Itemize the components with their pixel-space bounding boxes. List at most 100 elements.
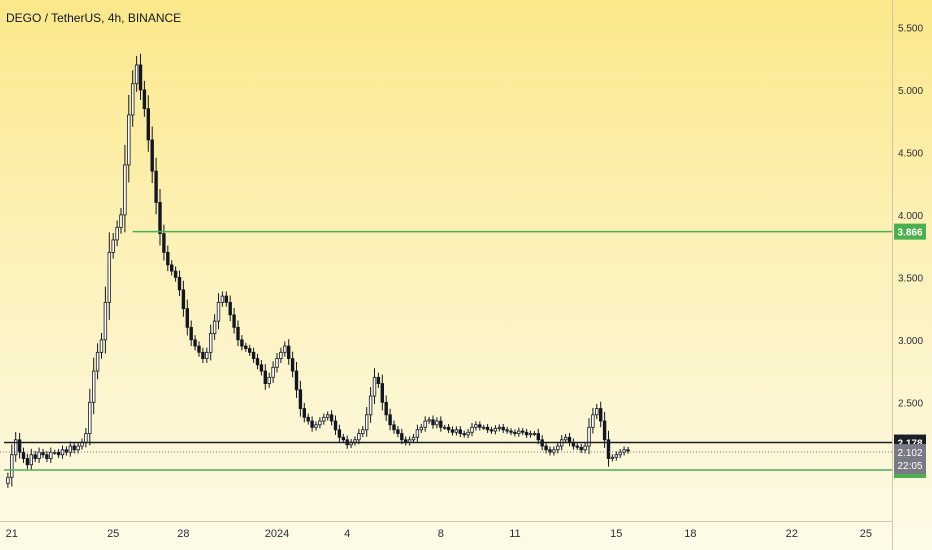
candle-body [415, 429, 420, 438]
candle-body [193, 339, 197, 347]
candle-body [17, 439, 22, 453]
candle-body [337, 429, 342, 438]
candle-body [240, 339, 244, 347]
candle-body [10, 454, 14, 478]
time-axis-border [0, 521, 892, 522]
candle-body [435, 420, 439, 426]
candle-body [76, 445, 80, 451]
candle-body [505, 429, 509, 432]
candle-body [595, 408, 599, 416]
candle-body [318, 420, 322, 426]
x-tick-label: 4 [344, 528, 350, 540]
candle-body [478, 424, 482, 428]
candle-body [501, 426, 505, 431]
candle-body [396, 429, 400, 434]
candle-body [325, 414, 330, 418]
candle-body [466, 431, 470, 436]
candle-body [181, 289, 186, 310]
candle-body [493, 428, 498, 432]
candle-body [361, 429, 365, 434]
candle-body [173, 270, 178, 278]
candle-body [166, 251, 170, 266]
candle-body [201, 351, 205, 359]
x-tick-label: 2024 [265, 528, 289, 540]
candle-body [528, 433, 533, 436]
candle-body [72, 445, 76, 451]
candle-body [212, 320, 217, 334]
candle-body [68, 445, 72, 453]
candle-body [372, 376, 377, 397]
candle-body [197, 345, 201, 353]
candle-body [134, 64, 139, 85]
y-tick-label: 3.500 [898, 273, 923, 284]
candle-body [228, 301, 232, 316]
candle-body [127, 114, 131, 166]
candle-body [275, 358, 279, 368]
candle-body [341, 436, 345, 441]
candle-body [33, 454, 37, 459]
candle-body [384, 401, 388, 416]
y-tick-label: 4.500 [898, 148, 923, 159]
candle-body [56, 451, 61, 456]
candle-body [29, 454, 33, 466]
x-tick-label: 15 [610, 528, 622, 540]
price-axis[interactable] [892, 0, 932, 550]
candle-body [489, 429, 494, 432]
candle-body [92, 370, 96, 403]
candle-body [220, 295, 225, 303]
candle-body [368, 395, 373, 416]
candle-body [13, 439, 18, 456]
candle-body [130, 83, 135, 116]
candle-body [49, 451, 53, 459]
candle-body [524, 431, 529, 436]
candle-body [552, 449, 556, 453]
candle-body [470, 426, 474, 433]
candle-body [103, 301, 108, 341]
candle-body [614, 454, 618, 458]
candle-body [458, 429, 462, 434]
candle-body [357, 433, 361, 441]
candle-body [329, 414, 334, 422]
candle-body [138, 64, 143, 91]
y-tick-label: 2.500 [898, 398, 923, 409]
candle-body [189, 326, 193, 341]
candle-body [462, 433, 466, 436]
candle-body [88, 401, 92, 434]
candle-body [575, 445, 579, 448]
candle-body [158, 202, 162, 235]
candle-body [150, 139, 154, 172]
candle-body [427, 419, 431, 422]
candle-body [322, 416, 326, 422]
candle-body [232, 314, 236, 328]
candle-body [244, 345, 248, 349]
y-tick-label: 3.000 [898, 336, 923, 347]
candle-body [294, 370, 299, 391]
candle-body [587, 426, 591, 447]
candle-body [142, 89, 147, 110]
candle-body [544, 445, 548, 451]
candle-body [123, 164, 127, 216]
candle-body [563, 436, 568, 441]
candle-body [154, 170, 158, 203]
candle-body [251, 351, 256, 359]
candle-body [400, 433, 404, 441]
candle-body [259, 364, 264, 372]
candle-body [119, 214, 123, 228]
candle-body [454, 429, 459, 433]
candle-body [298, 389, 303, 409]
candle-body [591, 414, 595, 428]
candle-body [25, 458, 30, 466]
candle-body [279, 351, 283, 359]
candle-body [364, 414, 369, 431]
candle-body [84, 433, 88, 443]
candle-body [450, 429, 455, 433]
x-tick-label: 18 [684, 528, 696, 540]
candle-body [474, 424, 478, 428]
candle-body [271, 366, 275, 378]
candle-body [419, 426, 423, 431]
candle-body [146, 108, 150, 141]
candle-body [37, 451, 41, 459]
candle-body [169, 264, 174, 272]
